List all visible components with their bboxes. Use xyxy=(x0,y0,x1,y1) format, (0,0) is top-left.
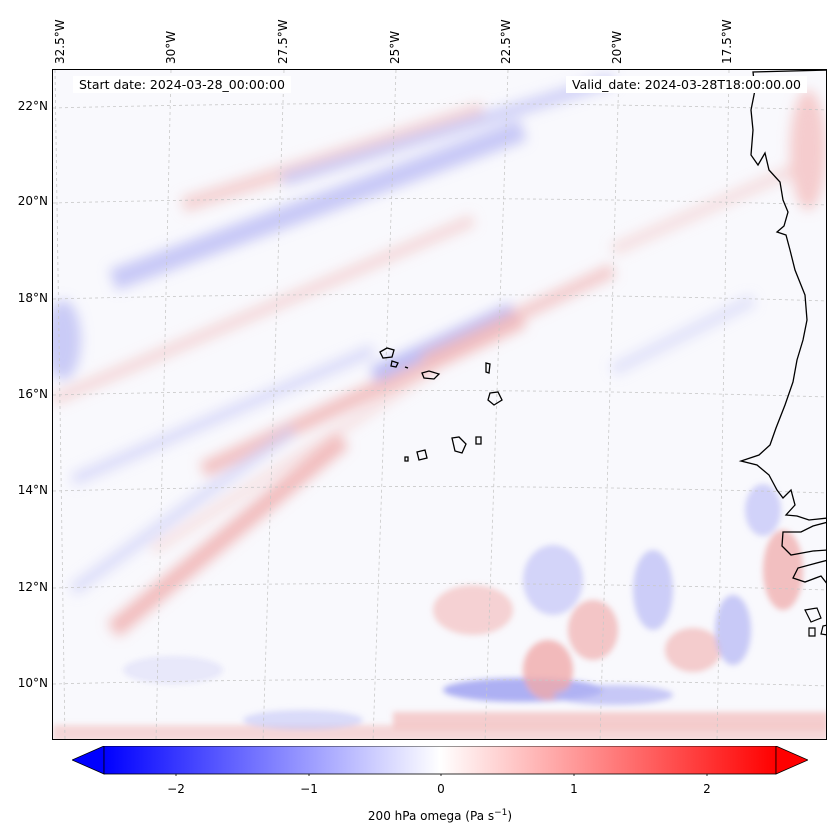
colorbar-tick-minus-2: −2 xyxy=(167,782,185,796)
lon-label-20w: 20°W xyxy=(610,30,624,64)
lat-label-16n: 16°N xyxy=(17,387,48,401)
colorbar-gradient xyxy=(103,746,777,775)
gambia-coastline xyxy=(781,521,826,556)
lat-label-12n: 12°N xyxy=(17,580,48,594)
lon-label-22-5w: 22.5°W xyxy=(499,19,513,64)
colorbar-tick-0: 0 xyxy=(437,782,445,796)
omega-bands xyxy=(53,73,826,637)
lon-label-27-5w: 27.5°W xyxy=(276,19,290,64)
lon-label-32-5w: 32.5°W xyxy=(53,19,67,64)
omega-field-map xyxy=(53,70,826,739)
african-coastline xyxy=(738,70,826,521)
colorbar xyxy=(72,746,808,776)
lon-label-17-5w: 17.5°W xyxy=(720,19,734,64)
lat-label-14n: 14°N xyxy=(17,483,48,497)
map-background xyxy=(53,70,826,739)
lon-label-25w: 25°W xyxy=(388,30,402,64)
lat-label-20n: 20°N xyxy=(17,194,48,208)
colorbar-tick-2: 2 xyxy=(703,782,711,796)
colorbar-min-extend xyxy=(72,746,105,775)
lat-label-18n: 18°N xyxy=(17,291,48,305)
guinea-bissau-coastline xyxy=(792,559,826,584)
start-date-label: Start date: 2024-03-28_00:00:00 xyxy=(73,76,291,93)
map-panel xyxy=(52,69,827,740)
bijagos-islands xyxy=(804,607,826,637)
cape-verde-islands xyxy=(379,347,503,462)
lat-label-10n: 10°N xyxy=(17,676,48,690)
lat-label-22n: 22°N xyxy=(17,99,48,113)
colorbar-label: 200 hPa omega (Pa s−1) xyxy=(367,808,513,823)
colorbar-max-extend xyxy=(775,746,808,775)
southern-convection xyxy=(53,484,826,739)
colorbar-tick-minus-1: −1 xyxy=(300,782,318,796)
graticule xyxy=(53,70,826,739)
colorbar-tick-1: 1 xyxy=(570,782,578,796)
valid-date-label: Valid_date: 2024-03-28T18:00:00.00 xyxy=(565,76,807,93)
lon-label-30w: 30°W xyxy=(164,30,178,64)
